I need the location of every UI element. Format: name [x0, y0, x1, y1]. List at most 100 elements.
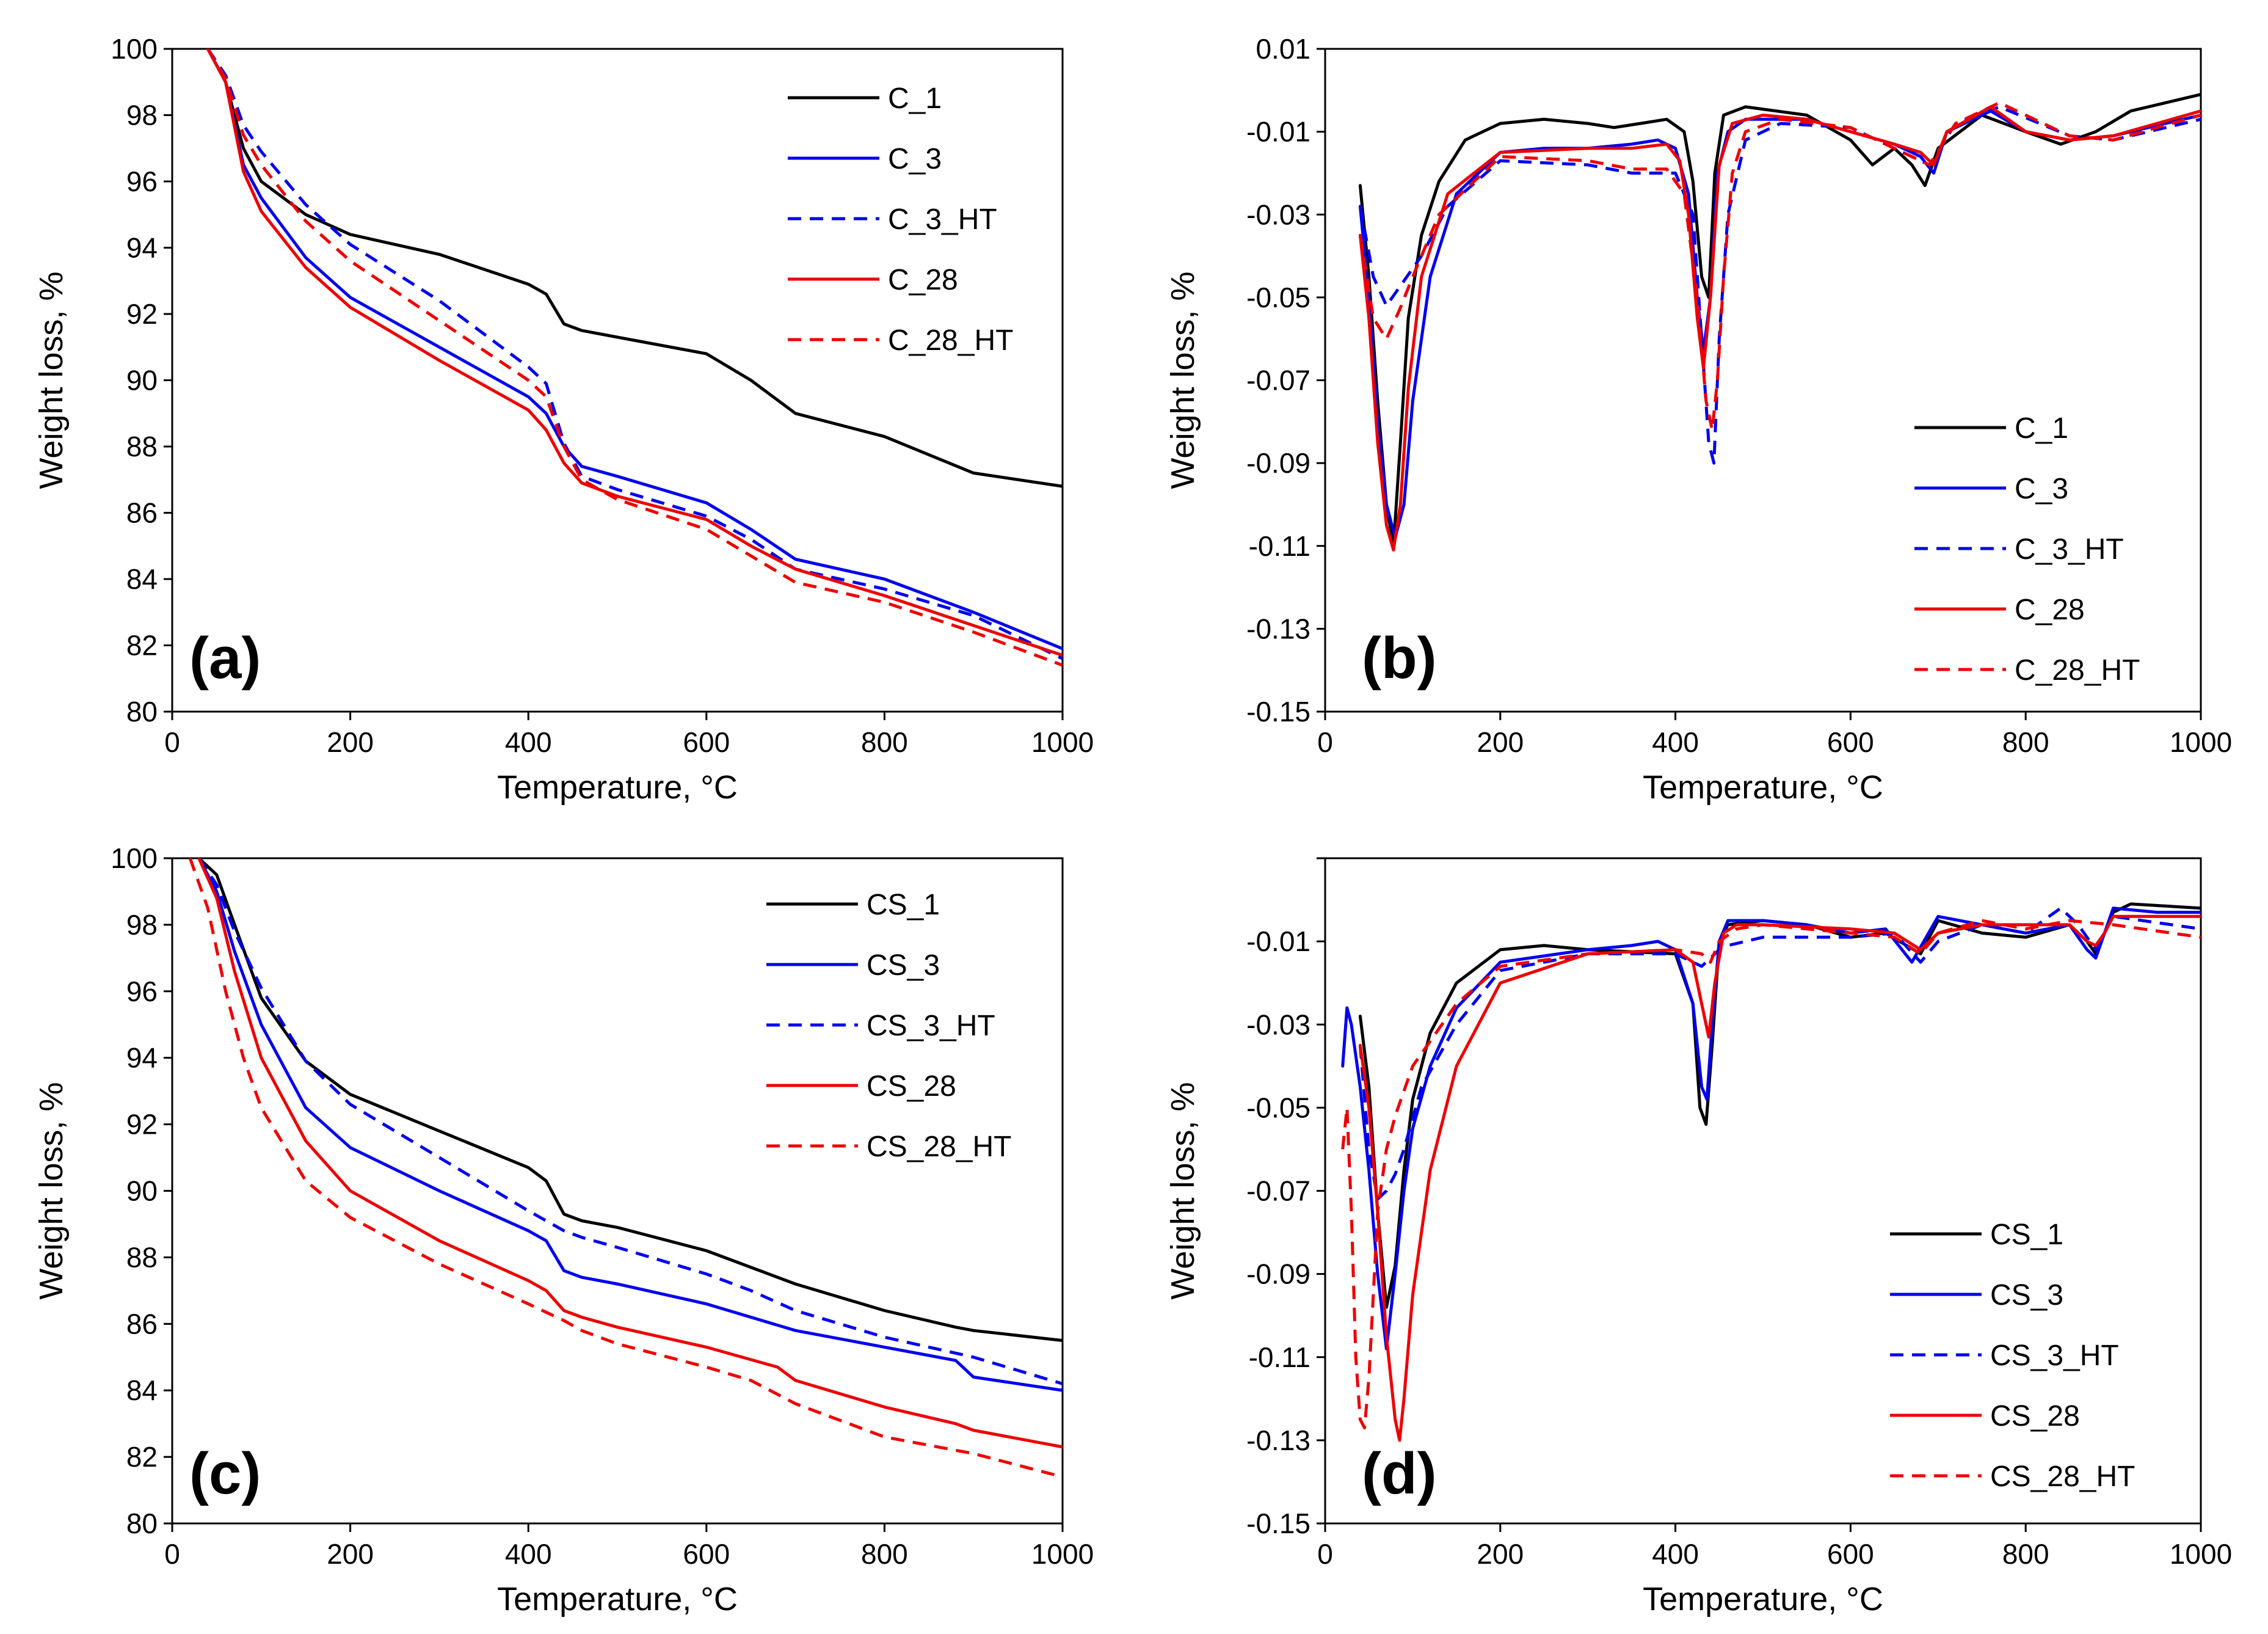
panel-label: (d): [1362, 1441, 1437, 1506]
legend-label: C_3: [2015, 473, 2068, 505]
y-tick-label: 90: [126, 365, 158, 396]
y-tick-label: 100: [111, 33, 158, 65]
panel-b: 0 200 400 600 800 1000 -0.15 -0.13 -0.11 -0.09 -0.…: [1165, 33, 2232, 806]
y-tick-label: -0.03: [1246, 1008, 1310, 1040]
y-tick-label: -0.05: [1246, 1092, 1310, 1123]
x-tick-label: 400: [1652, 1538, 1699, 1570]
x-tick-label: 400: [1652, 726, 1699, 758]
y-axis-title: Weight loss, %: [33, 1082, 70, 1299]
legend-label: C_3: [888, 143, 942, 175]
series-line-c-3: [1358, 109, 2201, 539]
series-line-cs-1: [1358, 902, 2201, 1309]
legend-label: CS_28: [867, 1070, 956, 1103]
x-tick-label: 800: [861, 726, 908, 758]
x-tick-label: 200: [327, 726, 374, 758]
series-group: [206, 49, 1063, 667]
y-tick-label: -0.13: [1246, 1424, 1310, 1456]
legend-label: CS_28_HT: [867, 1131, 1011, 1163]
y-tick-label: -0.05: [1246, 282, 1310, 313]
y-tick-label: 98: [126, 909, 158, 941]
x-tick-label: 1000: [1031, 726, 1094, 758]
y-tick-label: 94: [126, 1042, 158, 1074]
series-group: [188, 858, 1063, 1479]
y-tick-label: -0.11: [1249, 530, 1310, 562]
series-line-cs-28: [1358, 914, 2201, 1442]
series-group: [1341, 902, 2201, 1442]
x-tick-label: 800: [2002, 726, 2049, 758]
x-tick-label: 0: [164, 726, 180, 758]
legend: C_1 C_3 C_3_HT C_28 C_28_HT: [788, 82, 1013, 357]
y-tick-label: -0.13: [1246, 613, 1310, 644]
y-tick-label: 96: [126, 166, 158, 197]
legend-label: CS_3: [867, 949, 940, 982]
series-line-c-28-ht: [206, 49, 1063, 667]
series-line-cs-28-ht: [188, 858, 1063, 1479]
x-tick-label: 1000: [1031, 1538, 1094, 1570]
y-tick-label: 92: [126, 1109, 158, 1140]
series-line-c-28: [1358, 105, 2201, 552]
series-line-c-1: [206, 49, 1063, 488]
y-tick-label: -0.15: [1246, 696, 1310, 728]
y-tick-label: 84: [126, 1374, 158, 1406]
series-group: [1358, 93, 2201, 552]
legend-label: CS_3: [1990, 1279, 2063, 1311]
legend-label: C_28: [2015, 594, 2085, 626]
x-tick-label: 600: [1827, 726, 1874, 758]
legend-label: C_28_HT: [888, 324, 1013, 357]
x-tick-label: 800: [2002, 1538, 2049, 1570]
y-tick-label: -0.09: [1246, 447, 1310, 479]
y-tick-label: 0.01: [1256, 33, 1310, 65]
legend-label: C_3_HT: [888, 203, 997, 236]
series-line-c-28-ht: [1358, 101, 2201, 432]
y-tick-label: -0.03: [1246, 199, 1310, 230]
x-tick-label: 1000: [2170, 1538, 2232, 1570]
x-axis-title: Temperature, °C: [497, 769, 738, 806]
series-line-cs-3: [197, 858, 1063, 1392]
y-tick-label: 82: [126, 630, 158, 662]
y-axis-title: Weight loss, %: [1165, 271, 1201, 489]
x-tick-label: 600: [1827, 1538, 1874, 1570]
y-tick-label: 98: [126, 100, 158, 131]
y-tick-label: 86: [126, 1308, 158, 1340]
y-tick-label: -0.07: [1246, 365, 1310, 396]
series-line-c-28: [206, 49, 1063, 657]
y-tick-label: 80: [126, 1508, 158, 1539]
legend-label: CS_1: [867, 889, 940, 921]
y-tick-label: -0.01: [1246, 925, 1310, 957]
panel-label: (a): [189, 626, 261, 691]
x-tick-label: 200: [1477, 1538, 1524, 1570]
x-tick-label: 800: [861, 1538, 908, 1570]
series-line-c-3: [206, 49, 1063, 651]
y-tick-label: 96: [126, 976, 158, 1007]
legend-label: C_28: [888, 264, 958, 296]
y-tick-label: 90: [126, 1175, 158, 1207]
x-tick-label: 200: [327, 1538, 374, 1570]
y-tick-label: 100: [111, 842, 158, 874]
x-tick-label: 0: [1317, 726, 1333, 758]
x-axis-title: Temperature, °C: [1643, 769, 1883, 806]
panel-c: 0 200 400 600 800 1000 80 82 84 86 88 90 92 94 96 98 100…: [33, 842, 1094, 1618]
legend-label: C_1: [2015, 412, 2068, 445]
legend-label: CS_28: [1990, 1400, 2080, 1432]
legend-label: CS_3_HT: [867, 1010, 995, 1042]
legend: C_1 C_3 C_3_HT C_28 C_28_HT: [1914, 412, 2140, 687]
y-tick-label: 86: [126, 497, 158, 529]
panel-a: 0 200 400 600 800 1000 80 82 84 86 88 90 92 94 96 98 100…: [33, 33, 1094, 806]
x-tick-label: 600: [683, 1538, 730, 1570]
legend: CS_1 CS_3 CS_3_HT CS_28 CS_28_HT: [1890, 1219, 2135, 1493]
y-tick-label: 88: [126, 431, 158, 462]
x-axis-title: Temperature, °C: [497, 1581, 738, 1618]
y-tick-label: 92: [126, 298, 158, 330]
y-axis-title: Weight loss, %: [33, 271, 70, 489]
x-tick-label: 400: [505, 726, 552, 758]
panel-label: (b): [1362, 626, 1437, 691]
y-tick-label: -0.11: [1249, 1341, 1310, 1373]
series-line-cs-28-ht: [1341, 919, 2201, 1429]
y-tick-label: -0.01: [1246, 116, 1310, 148]
x-tick-label: 0: [164, 1538, 180, 1570]
legend-label: C_28_HT: [2015, 654, 2140, 687]
y-tick-label: -0.09: [1246, 1258, 1310, 1290]
y-axis-title: Weight loss, %: [1165, 1082, 1201, 1299]
legend-label: C_1: [888, 82, 942, 115]
y-tick-label: 94: [126, 232, 158, 264]
